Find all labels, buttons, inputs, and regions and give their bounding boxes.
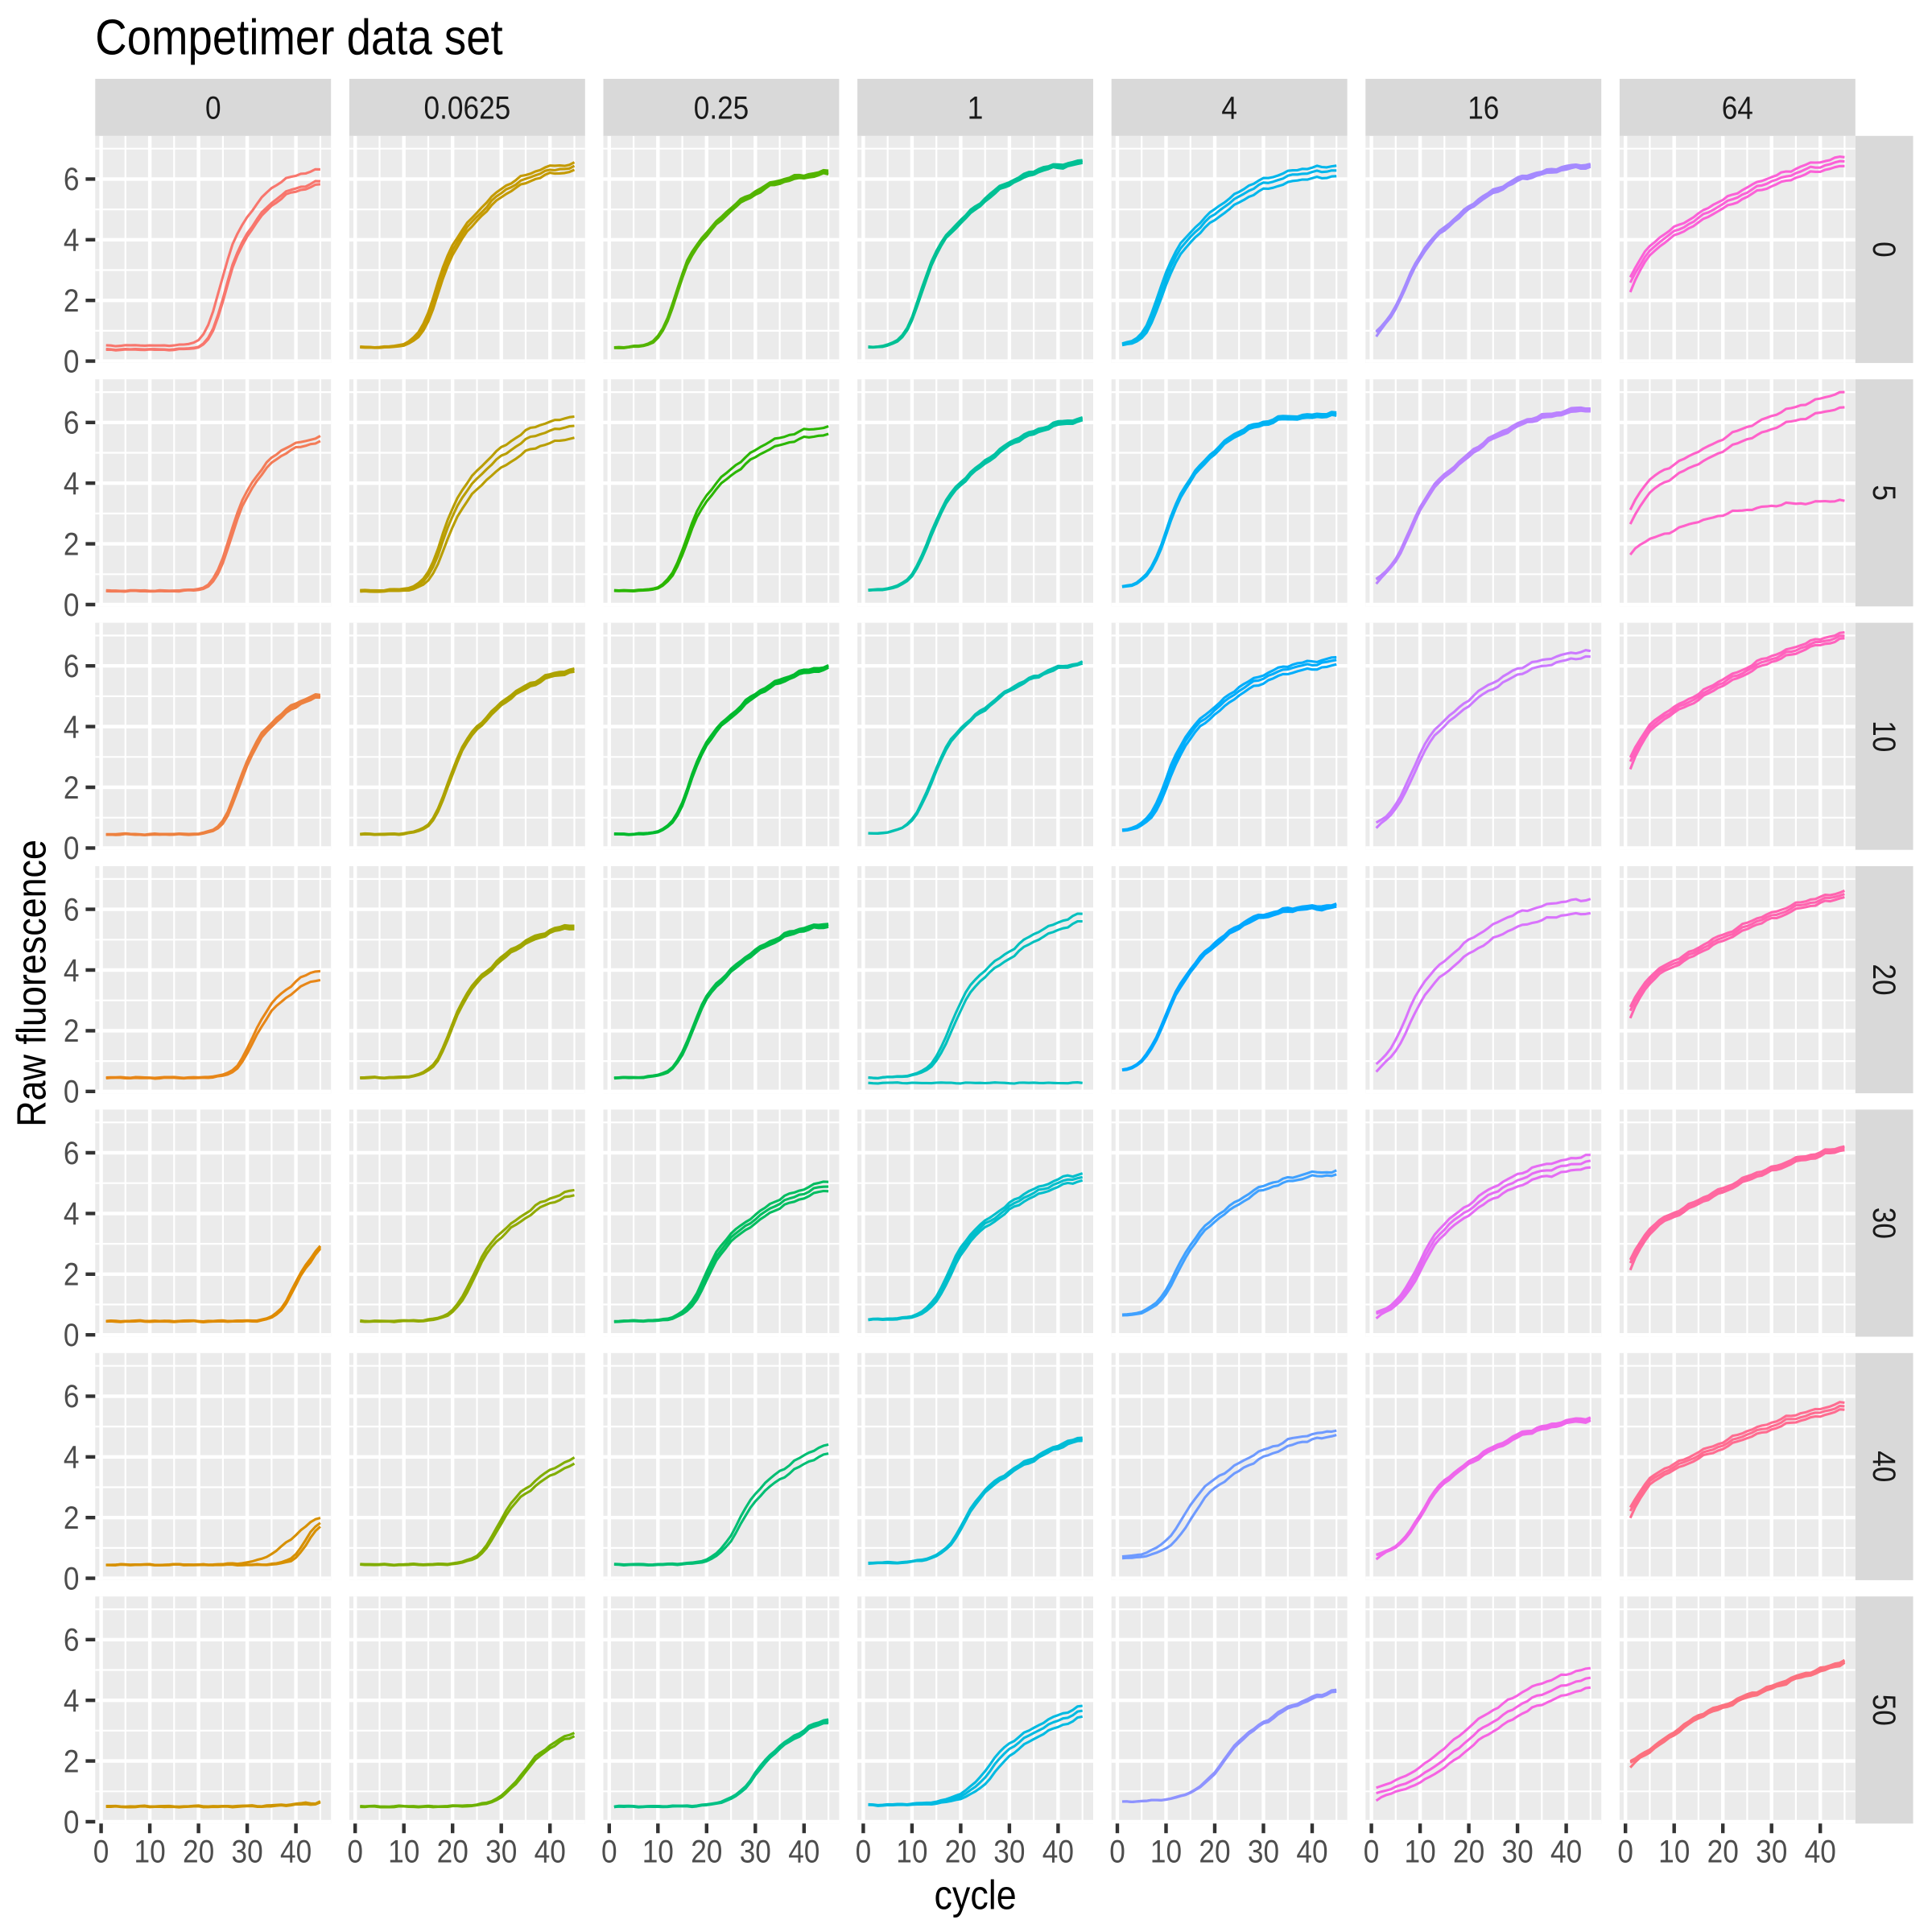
svg-text:30: 30: [740, 1835, 771, 1870]
svg-text:10: 10: [642, 1835, 674, 1870]
svg-text:0: 0: [64, 1561, 80, 1596]
svg-text:4: 4: [64, 1683, 80, 1719]
svg-text:16: 16: [1468, 90, 1499, 126]
svg-text:2: 2: [64, 1257, 80, 1293]
svg-text:2: 2: [64, 283, 80, 319]
svg-text:6: 6: [64, 892, 80, 927]
svg-text:0: 0: [347, 1835, 363, 1870]
svg-text:30: 30: [1248, 1835, 1279, 1870]
svg-text:30: 30: [1756, 1835, 1787, 1870]
svg-text:40: 40: [1550, 1835, 1582, 1870]
svg-text:20: 20: [945, 1835, 976, 1870]
svg-text:0: 0: [205, 90, 221, 126]
svg-text:0: 0: [64, 831, 80, 866]
svg-text:cycle: cycle: [934, 1872, 1016, 1918]
svg-text:20: 20: [1707, 1835, 1739, 1870]
svg-text:10: 10: [1150, 1835, 1182, 1870]
svg-text:4: 4: [1221, 90, 1237, 126]
svg-text:0: 0: [601, 1835, 617, 1870]
svg-text:0: 0: [64, 1318, 80, 1353]
svg-text:4: 4: [64, 466, 80, 502]
svg-text:4: 4: [64, 1196, 80, 1232]
svg-text:2: 2: [64, 770, 80, 806]
svg-text:30: 30: [485, 1835, 517, 1870]
svg-text:6: 6: [64, 1379, 80, 1414]
svg-text:0: 0: [93, 1835, 109, 1870]
svg-text:6: 6: [64, 162, 80, 197]
svg-text:30: 30: [232, 1835, 263, 1870]
svg-text:4: 4: [64, 1440, 80, 1476]
svg-text:64: 64: [1722, 90, 1753, 126]
svg-text:2: 2: [64, 1501, 80, 1536]
svg-text:0: 0: [64, 1075, 80, 1110]
svg-text:10: 10: [896, 1835, 927, 1870]
svg-text:0: 0: [1866, 242, 1901, 258]
svg-text:Raw fluorescence: Raw fluorescence: [9, 840, 55, 1127]
svg-text:30: 30: [993, 1835, 1025, 1870]
svg-text:10: 10: [1866, 720, 1901, 752]
svg-text:6: 6: [64, 406, 80, 441]
svg-text:40: 40: [1866, 1451, 1901, 1482]
svg-text:10: 10: [388, 1835, 419, 1870]
svg-text:6: 6: [64, 1136, 80, 1171]
svg-text:4: 4: [64, 953, 80, 989]
svg-text:0.25: 0.25: [694, 90, 749, 126]
svg-text:40: 40: [1042, 1835, 1074, 1870]
svg-text:40: 40: [535, 1835, 566, 1870]
svg-text:0: 0: [64, 1805, 80, 1840]
svg-text:10: 10: [1405, 1835, 1436, 1870]
svg-text:40: 40: [280, 1835, 312, 1870]
svg-text:20: 20: [1866, 964, 1901, 995]
svg-text:0: 0: [1617, 1835, 1633, 1870]
svg-text:2: 2: [64, 526, 80, 562]
svg-text:4: 4: [64, 223, 80, 258]
svg-text:0: 0: [64, 588, 80, 623]
svg-text:40: 40: [1296, 1835, 1327, 1870]
svg-text:20: 20: [1453, 1835, 1484, 1870]
svg-text:Competimer data set: Competimer data set: [95, 10, 502, 66]
svg-text:6: 6: [64, 1623, 80, 1658]
svg-text:20: 20: [183, 1835, 214, 1870]
svg-text:2: 2: [64, 1744, 80, 1779]
svg-text:50: 50: [1866, 1695, 1901, 1726]
svg-text:10: 10: [134, 1835, 166, 1870]
svg-text:0: 0: [1364, 1835, 1380, 1870]
svg-text:30: 30: [1866, 1208, 1901, 1239]
svg-text:40: 40: [1805, 1835, 1836, 1870]
svg-text:2: 2: [64, 1013, 80, 1049]
svg-text:0: 0: [64, 344, 80, 379]
svg-text:5: 5: [1866, 485, 1901, 501]
svg-text:0.0625: 0.0625: [424, 90, 511, 126]
svg-text:0: 0: [1109, 1835, 1125, 1870]
svg-text:4: 4: [64, 709, 80, 745]
svg-text:10: 10: [1658, 1835, 1690, 1870]
svg-text:20: 20: [1199, 1835, 1230, 1870]
svg-text:0: 0: [856, 1835, 872, 1870]
svg-text:6: 6: [64, 649, 80, 684]
svg-text:20: 20: [437, 1835, 469, 1870]
svg-text:40: 40: [788, 1835, 819, 1870]
svg-text:20: 20: [691, 1835, 722, 1870]
svg-text:1: 1: [968, 90, 984, 126]
svg-text:30: 30: [1502, 1835, 1534, 1870]
